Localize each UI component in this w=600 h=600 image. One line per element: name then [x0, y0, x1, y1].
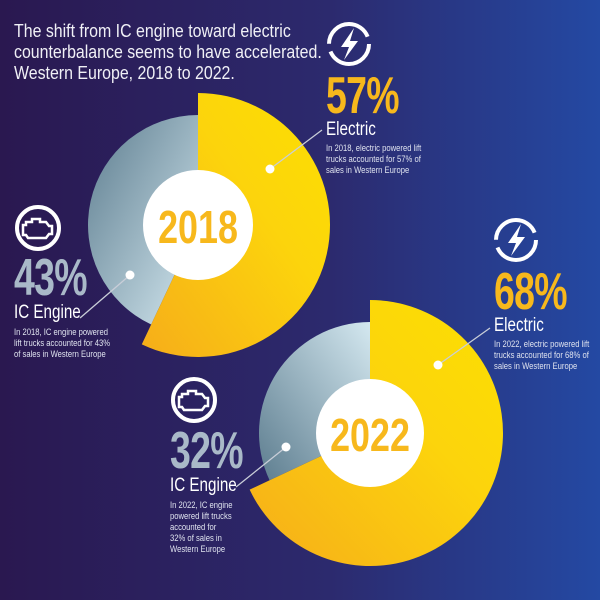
- ic-2022-percent: 32%: [170, 422, 243, 480]
- leader-line-electric-2022: [437, 327, 491, 366]
- electric-2022-percent: 68%: [494, 263, 567, 321]
- lightning-bolt-icon: [327, 22, 371, 66]
- year-label-2018: 2018: [158, 202, 238, 253]
- ic-2018-description: In 2018, IC engine powered lift trucks a…: [14, 327, 111, 359]
- ic-2018-percent: 43%: [14, 249, 87, 307]
- ic-2022-label: IC Engine: [170, 475, 237, 496]
- engine-icon: [171, 377, 217, 423]
- leader-line-ic-2018: [79, 274, 131, 319]
- leader-dot-electric-2022: [433, 360, 443, 370]
- electric-2018-label: Electric: [326, 119, 376, 140]
- electric-2018-percent: 57%: [326, 67, 399, 125]
- electric-2018-description: In 2018, electric powered lift trucks ac…: [326, 143, 422, 175]
- electric-2022-label: Electric: [494, 315, 544, 336]
- center-circle: [143, 170, 253, 280]
- leader-dot-ic-2018: [125, 270, 135, 280]
- leader-line-ic-2022: [235, 446, 287, 488]
- leader-dot-ic-2022: [281, 442, 291, 452]
- year-label-2022: 2022: [330, 410, 410, 461]
- engine-icon: [15, 205, 61, 251]
- ic-2018-label: IC Engine: [14, 302, 81, 323]
- ic-2022-description: In 2022, IC engine powered lift trucks a…: [170, 500, 233, 554]
- leader-dot-electric-2018: [265, 164, 275, 174]
- lightning-bolt-icon: [494, 218, 538, 262]
- infographic-title: The shift from IC engine toward electric…: [14, 20, 322, 83]
- leader-line-electric-2018: [269, 129, 323, 170]
- center-circle: [316, 379, 424, 487]
- electric-2022-description: In 2022, electric powered lift trucks ac…: [494, 339, 590, 371]
